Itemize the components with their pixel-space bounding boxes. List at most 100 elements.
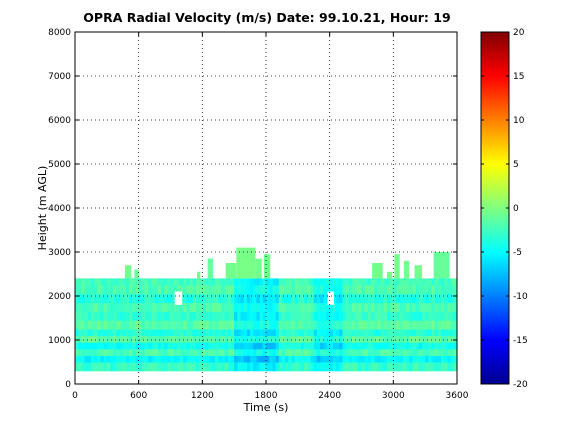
heatmap-cell	[386, 342, 391, 350]
heatmap-cell	[138, 311, 143, 321]
heatmap-cell	[205, 362, 210, 372]
heatmap-cell	[291, 348, 296, 356]
heatmap-cell	[332, 342, 337, 350]
heatmap-cell	[135, 278, 140, 286]
heatmap-cell	[294, 311, 299, 321]
heatmap-cell	[275, 302, 280, 312]
heatmap-cell	[450, 285, 455, 295]
heatmap-cell	[399, 348, 404, 356]
heatmap-cell	[230, 342, 235, 350]
heatmap-cell	[81, 302, 86, 312]
heatmap-cell	[393, 278, 398, 286]
heatmap-cell	[113, 329, 117, 337]
heatmap-cell	[167, 285, 171, 295]
heatmap-cell	[183, 329, 187, 337]
heatmap-cell	[234, 320, 238, 330]
heatmap-cell	[361, 285, 366, 295]
heatmap-cell	[240, 348, 245, 356]
heatmap-cell	[75, 293, 79, 304]
heatmap-cell	[224, 342, 229, 350]
x-axis-ticks: 0 600 1200 1800 2400 3000 3600	[72, 32, 469, 401]
heatmap-cell	[453, 362, 457, 372]
heatmap-cell	[342, 293, 347, 304]
heatmap-cell	[355, 342, 359, 350]
heatmap-cell	[304, 362, 308, 372]
heatmap-cell	[364, 329, 369, 337]
heatmap-cell	[110, 335, 114, 343]
heatmap-cell	[358, 342, 362, 350]
heatmap-cell	[288, 320, 292, 330]
heatmap-cell	[316, 293, 321, 304]
colorbar-tick-label: 20	[513, 28, 525, 38]
heatmap-cell	[240, 342, 245, 350]
heatmap-cell	[138, 355, 143, 363]
heatmap-cell	[393, 311, 398, 321]
heatmap-cell	[119, 362, 124, 372]
heatmap-cell	[87, 320, 92, 330]
heatmap-cell	[81, 329, 86, 337]
heatmap-cell	[447, 311, 452, 321]
heatmap-cell	[285, 278, 289, 286]
heatmap-cell	[215, 335, 219, 343]
heatmap-cell	[329, 362, 334, 372]
heatmap-cell	[208, 329, 213, 337]
heatmap-cell	[116, 362, 121, 372]
colorbar-tick-label: 0	[513, 204, 519, 214]
heatmap-cell	[361, 278, 366, 286]
heatmap-cell	[141, 293, 146, 304]
heatmap-cell	[272, 285, 277, 295]
heatmap-cell	[215, 329, 219, 337]
heatmap-cell	[145, 355, 149, 363]
heatmap-cell	[281, 342, 286, 350]
upper-echo-cell	[372, 263, 383, 279]
heatmap-cell	[256, 335, 261, 343]
heatmap-cell	[110, 285, 114, 295]
heatmap-cell	[428, 311, 433, 321]
heatmap-cell	[361, 293, 366, 304]
heatmap-cell	[195, 348, 200, 356]
heatmap-cell	[205, 335, 210, 343]
heatmap-cell	[176, 362, 181, 372]
heatmap-cell	[450, 329, 455, 337]
heatmap-cell	[135, 320, 140, 330]
heatmap-cell	[183, 302, 187, 312]
heatmap-cell	[278, 278, 283, 286]
heatmap-cell	[87, 342, 92, 350]
heatmap-cell	[342, 311, 347, 321]
heatmap-cell	[453, 293, 457, 304]
heatmap-cell	[431, 320, 436, 330]
data-gap	[327, 291, 334, 305]
heatmap-cell	[227, 311, 232, 321]
heatmap-cell	[250, 311, 254, 321]
heatmap-cell	[237, 278, 242, 286]
heatmap-cell	[189, 342, 194, 350]
heatmap-cell	[160, 355, 165, 363]
heatmap-cell	[297, 320, 302, 330]
heatmap-cell	[224, 311, 229, 321]
heatmap-cell	[393, 355, 398, 363]
heatmap-cell	[154, 362, 159, 372]
heatmap-cell	[421, 278, 426, 286]
heatmap-cell	[371, 311, 375, 321]
heatmap-cell	[297, 348, 302, 356]
heatmap-cell	[297, 278, 302, 286]
x-tick-label: 1200	[191, 391, 214, 401]
heatmap-cell	[145, 342, 149, 350]
heatmap-cell	[310, 293, 315, 304]
heatmap-cell	[386, 329, 391, 337]
heatmap-cell	[202, 285, 207, 295]
heatmap-cell	[301, 285, 305, 295]
heatmap-cell	[208, 348, 213, 356]
heatmap-cell	[90, 348, 95, 356]
upper-echo-cell	[134, 269, 139, 279]
heatmap-cell	[87, 302, 92, 312]
heatmap-cell	[399, 278, 404, 286]
heatmap-cell	[285, 329, 289, 337]
heatmap-cell	[278, 342, 283, 350]
heatmap-cell	[106, 362, 111, 372]
heatmap-cell	[141, 302, 146, 312]
heatmap-cell	[421, 320, 426, 330]
heatmap-cell	[230, 302, 235, 312]
heatmap-cell	[266, 362, 270, 372]
heatmap-cell	[281, 362, 286, 372]
